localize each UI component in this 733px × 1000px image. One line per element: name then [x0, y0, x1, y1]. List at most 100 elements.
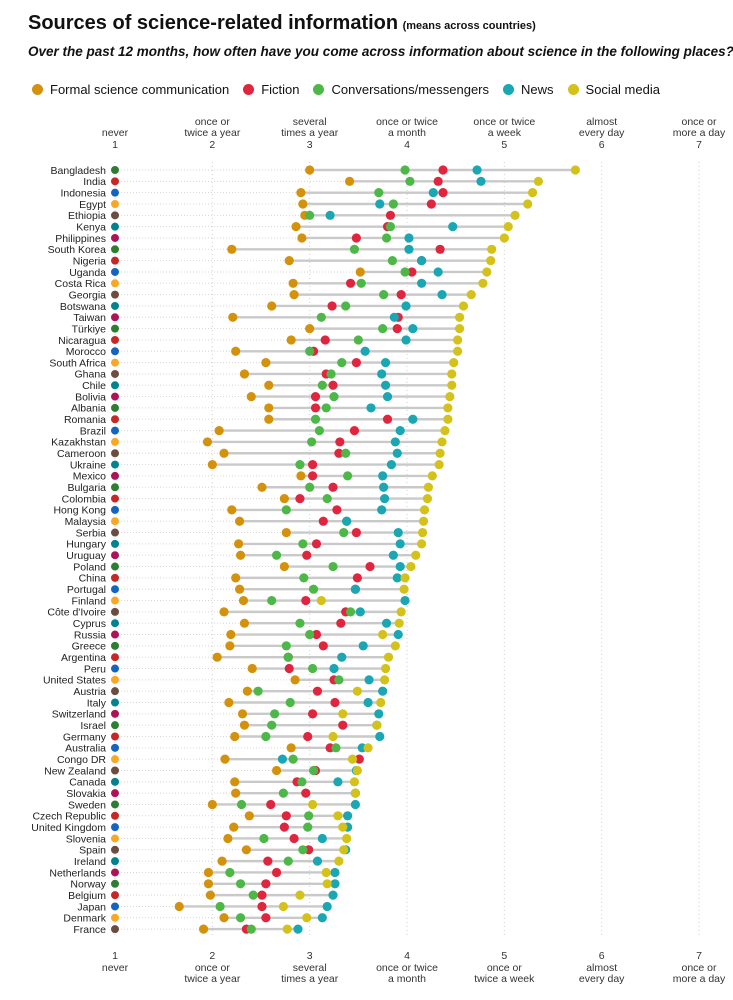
- data-point-fiction: [433, 176, 443, 186]
- data-point-social: [478, 278, 488, 288]
- data-point-conv: [307, 437, 317, 447]
- data-point-social: [527, 188, 538, 198]
- data-point-fiction: [382, 414, 393, 424]
- data-point-fiction: [349, 425, 360, 436]
- data-point-social: [417, 527, 428, 538]
- data-point-social: [449, 358, 459, 368]
- country-label: Germany: [63, 731, 107, 743]
- data-point-news: [350, 584, 361, 594]
- country-label: Ghana: [74, 369, 106, 381]
- country-label: Norway: [70, 879, 106, 891]
- country-label: Egypt: [79, 199, 106, 211]
- flag-icon: [110, 165, 120, 175]
- country-label: United States: [43, 675, 106, 687]
- legend-item-formal: Formal science communication: [32, 82, 229, 97]
- country-label: Peru: [84, 663, 106, 675]
- top-axis-label-7: more a day: [673, 127, 726, 139]
- data-point-conv: [374, 188, 384, 198]
- data-point-fiction: [310, 392, 321, 402]
- data-point-fiction: [318, 516, 328, 526]
- legend-label-social: Social media: [585, 82, 660, 97]
- bottom-axis-tick-6: 6: [599, 950, 605, 962]
- data-point-formal: [217, 856, 227, 866]
- data-point-news: [417, 256, 427, 266]
- data-point-formal: [296, 471, 306, 481]
- data-point-formal: [257, 482, 267, 492]
- data-point-social: [406, 561, 416, 572]
- data-point-fiction: [345, 278, 356, 288]
- flag-icon: [110, 425, 120, 436]
- data-point-formal: [227, 244, 237, 254]
- data-point-formal: [355, 267, 365, 277]
- data-point-formal: [296, 188, 306, 198]
- country-label: Romania: [64, 414, 106, 426]
- data-point-conv: [314, 425, 324, 436]
- data-point-social: [482, 267, 492, 277]
- data-point-social: [390, 641, 400, 651]
- flag-icon: [110, 686, 120, 696]
- top-axis-tick-7: 7: [696, 139, 702, 151]
- data-point-fiction: [351, 527, 361, 538]
- flag-icon: [110, 527, 120, 538]
- data-point-social: [453, 335, 463, 345]
- country-label: Albania: [71, 403, 106, 415]
- country-label: Portugal: [67, 584, 106, 596]
- data-point-fiction: [257, 901, 267, 912]
- flag-icon: [110, 358, 120, 368]
- data-point-conv: [297, 777, 307, 787]
- data-point-conv: [329, 392, 339, 402]
- flag-icon: [110, 629, 120, 640]
- data-point-formal: [205, 890, 215, 900]
- data-point-formal: [230, 731, 240, 742]
- flag-icon: [110, 437, 120, 447]
- flag-icon: [110, 278, 120, 288]
- country-label: South Africa: [49, 357, 106, 369]
- data-point-news: [317, 913, 327, 923]
- data-point-social: [338, 709, 348, 719]
- data-point-social: [400, 573, 410, 583]
- flag-icon: [110, 845, 120, 855]
- chart-title: Sources of science-related information: [28, 12, 399, 34]
- country-label: Denmark: [63, 913, 106, 925]
- data-point-fiction: [310, 403, 321, 413]
- data-point-news: [330, 879, 340, 889]
- data-point-formal: [305, 165, 315, 175]
- bottom-axis-label-3: times a year: [281, 973, 339, 985]
- country-label: Finland: [72, 595, 107, 607]
- flag-icon: [110, 595, 120, 606]
- data-point-social: [523, 199, 533, 209]
- country-label: Bangladesh: [51, 165, 107, 177]
- data-point-conv: [345, 607, 356, 617]
- flag-icon: [110, 675, 120, 685]
- data-point-formal: [203, 867, 214, 878]
- top-axis-label-1: never: [102, 127, 129, 139]
- flag-icon: [110, 380, 120, 390]
- data-point-fiction: [301, 595, 311, 606]
- data-point-conv: [246, 924, 256, 934]
- flag-icon: [110, 731, 120, 742]
- data-point-news: [337, 652, 347, 662]
- data-point-conv: [281, 505, 291, 515]
- data-point-conv: [285, 697, 295, 708]
- country-label: Bolivia: [75, 391, 106, 403]
- data-point-formal: [239, 618, 250, 628]
- data-point-conv: [215, 901, 225, 912]
- data-point-news: [386, 459, 397, 470]
- data-point-news: [417, 278, 427, 288]
- country-label: Mexico: [73, 471, 106, 483]
- flag-icon: [110, 924, 120, 934]
- data-point-formal: [288, 278, 298, 288]
- data-point-fiction: [351, 233, 361, 243]
- data-point-social: [533, 176, 544, 186]
- data-point-conv: [298, 539, 308, 549]
- data-point-conv: [235, 913, 246, 923]
- data-point-social: [466, 290, 476, 300]
- flag-icon: [110, 199, 120, 209]
- data-point-fiction: [311, 629, 322, 640]
- data-point-social: [378, 629, 388, 640]
- country-label: Canada: [69, 777, 106, 789]
- data-point-formal: [214, 425, 224, 436]
- bottom-axis-label-3: several: [293, 962, 327, 974]
- data-point-conv: [341, 448, 351, 458]
- data-point-formal: [231, 788, 241, 798]
